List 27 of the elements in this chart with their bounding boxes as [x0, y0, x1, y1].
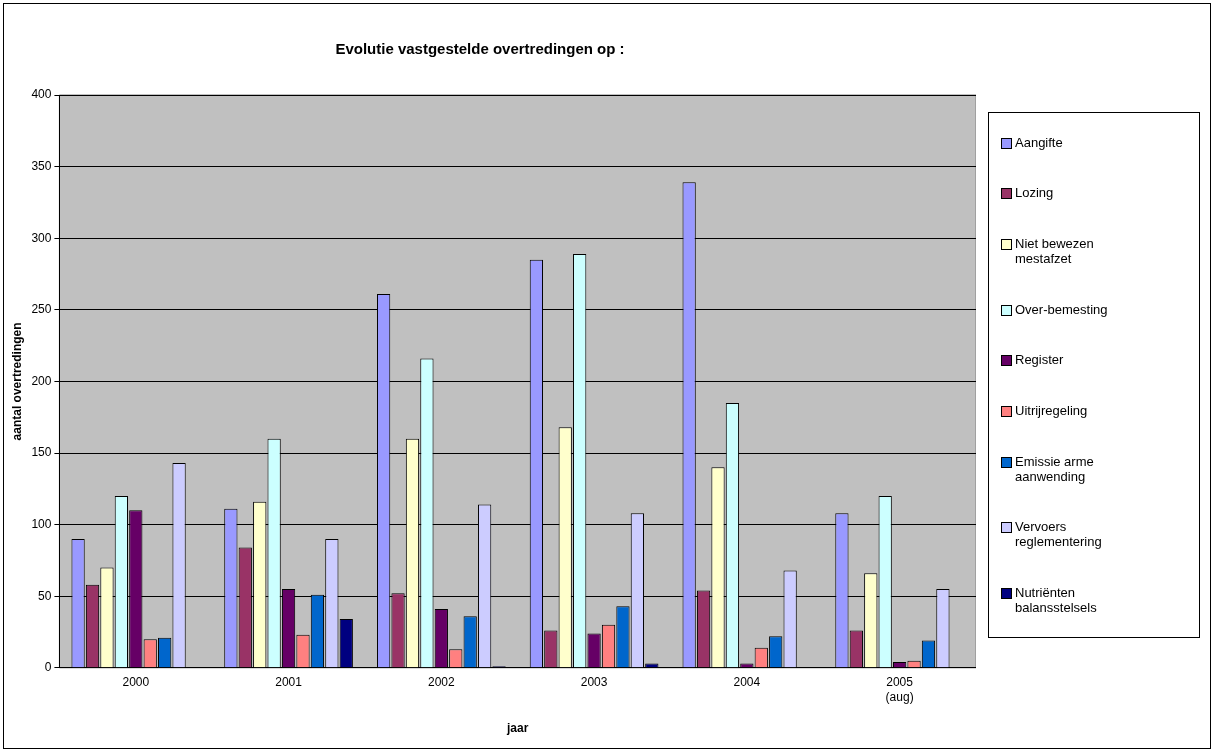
x-tick-label: 2000: [122, 675, 150, 690]
legend-label: Uitrijregeling: [1015, 403, 1088, 419]
y-axis-title: aantal overtredingen: [9, 322, 24, 441]
legend-label: Nutriënten balansstelsels: [1015, 585, 1098, 616]
y-tick-label: 200: [31, 373, 52, 388]
legend-label: Emissie arme aanwending: [1015, 453, 1095, 484]
x-tick-label: 2001: [275, 675, 303, 690]
x-axis-title: jaar: [506, 721, 529, 736]
y-tick-label: 100: [31, 516, 52, 531]
legend-label: Niet bewezen mestafzet: [1015, 236, 1095, 267]
x-tick-label: 2002: [427, 675, 455, 690]
legend-label: Lozing: [1015, 185, 1054, 201]
x-tick-label: 2004: [733, 675, 761, 690]
y-tick-label: 250: [31, 302, 52, 317]
y-tick-label: 300: [31, 230, 52, 245]
y-tick-label: 400: [31, 87, 52, 102]
y-tick-label: 350: [31, 158, 52, 173]
y-tick-label: 150: [31, 445, 52, 460]
legend-label: Over-bemesting: [1015, 301, 1108, 317]
x-tick-label: 2003: [580, 675, 608, 690]
x-tick-label: 2005 (aug): [885, 675, 914, 704]
legend-label: Register: [1015, 352, 1064, 368]
y-tick-label: 50: [38, 588, 52, 603]
legend-label: Aangifte: [1015, 134, 1063, 150]
y-tick-label: 0: [44, 660, 52, 675]
chart-title: Evolutie vastgestelde overtredingen op :: [334, 40, 626, 57]
legend-label: Vervoers reglementering: [1015, 519, 1103, 550]
